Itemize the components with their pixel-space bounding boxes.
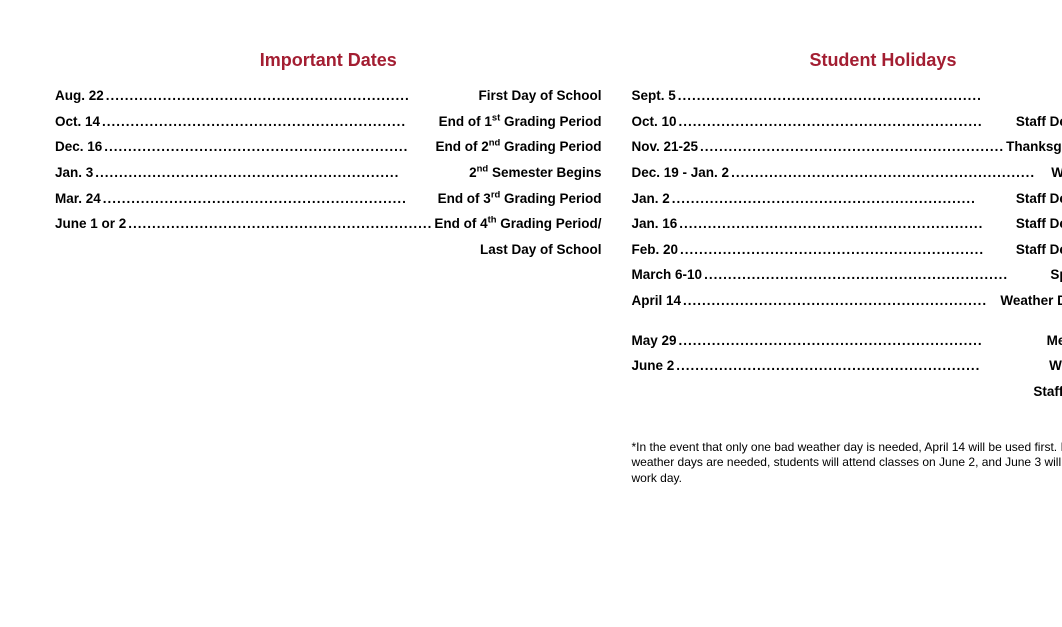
row-dots bbox=[672, 186, 1014, 212]
row-date: May 29 bbox=[632, 328, 677, 354]
row-dots bbox=[102, 109, 437, 135]
row-date: June 2 bbox=[632, 353, 675, 379]
row-date: Nov. 21-25 bbox=[632, 134, 699, 160]
row-date: Mar. 24 bbox=[55, 186, 101, 212]
row-label: Staff Development bbox=[1016, 237, 1062, 263]
date-row: Oct. 14 End of 1st Grading Period bbox=[55, 109, 602, 135]
row-dots bbox=[104, 134, 433, 160]
date-row: April 14 Weather Day/Holiday bbox=[632, 288, 1062, 314]
row-date: Aug. 22 bbox=[55, 83, 104, 109]
important-dates-list: Aug. 22 First Day of School Oct. 14 End of … bbox=[55, 83, 602, 237]
row-label: 2nd Semester Begins bbox=[469, 160, 601, 186]
row-dots bbox=[103, 186, 436, 212]
important-dates-continuation: Last Day of School bbox=[55, 237, 602, 263]
date-row: Aug. 22 First Day of School bbox=[55, 83, 602, 109]
row-label: Weather Day/ bbox=[1049, 353, 1062, 379]
row-date: Jan. 16 bbox=[632, 211, 678, 237]
row-dots bbox=[128, 211, 432, 237]
date-row: Dec. 16 End of 2nd Grading Period bbox=[55, 134, 602, 160]
date-row: May 29 Memorial Day bbox=[632, 328, 1062, 354]
date-row: Sept. 5Labor Day bbox=[632, 83, 1062, 109]
row-label: Staff Development bbox=[1016, 186, 1062, 212]
row-dots bbox=[680, 237, 1014, 263]
row-label: Thanksgiving Break bbox=[1006, 134, 1062, 160]
row-date: Oct. 10 bbox=[632, 109, 677, 135]
important-dates-column: Important Dates Aug. 22 First Day of Scho… bbox=[55, 50, 602, 597]
row-label: End of 4th Grading Period/ bbox=[434, 211, 601, 237]
important-dates-heading: Important Dates bbox=[55, 50, 602, 71]
row-date: Oct. 14 bbox=[55, 109, 100, 135]
row-label: Memorial Day bbox=[1047, 328, 1062, 354]
row-label: End of 2nd Grading Period bbox=[435, 134, 601, 160]
student-holidays-list-2: May 29 Memorial Day June 2 Weather Day/ bbox=[632, 328, 1062, 379]
row-dots bbox=[679, 211, 1014, 237]
date-row: Mar. 24 End of 3rd Grading Period bbox=[55, 186, 602, 212]
student-holidays-continuation: Staff Work Day* bbox=[632, 379, 1062, 405]
row-dots bbox=[106, 83, 477, 109]
row-date: Sept. 5 bbox=[632, 83, 676, 109]
footnote-text: *In the event that only one bad weather … bbox=[632, 440, 1062, 487]
row-date: June 1 or 2 bbox=[55, 211, 126, 237]
row-date: Feb. 20 bbox=[632, 237, 679, 263]
student-holidays-list-1: Sept. 5Labor DayOct. 10 Staff Development… bbox=[632, 83, 1062, 314]
student-holidays-heading: Student Holidays bbox=[632, 50, 1062, 71]
row-dots bbox=[679, 328, 1045, 354]
row-date: Jan. 2 bbox=[632, 186, 670, 212]
row-dots bbox=[679, 109, 1014, 135]
row-dots bbox=[700, 134, 1004, 160]
row-label: End of 3rd Grading Period bbox=[438, 186, 602, 212]
date-row: Jan. 2 Staff Development bbox=[632, 186, 1062, 212]
date-row: March 6-10 Spring Break bbox=[632, 262, 1062, 288]
date-row: June 2 Weather Day/ bbox=[632, 353, 1062, 379]
row-label: Staff Development bbox=[1016, 109, 1062, 135]
date-row: Jan. 3 2nd Semester Begins bbox=[55, 160, 602, 186]
row-dots bbox=[678, 83, 1062, 109]
row-dots bbox=[704, 262, 1048, 288]
row-label: Spring Break bbox=[1050, 262, 1062, 288]
row-date: Dec. 19 - Jan. 2 bbox=[632, 160, 730, 186]
row-dots bbox=[676, 353, 1047, 379]
date-row: Feb. 20 Staff Development bbox=[632, 237, 1062, 263]
row-label: Weather Day/Holiday bbox=[1000, 288, 1062, 314]
row-label: Staff Development bbox=[1016, 211, 1062, 237]
row-label: Winter Break bbox=[1051, 160, 1062, 186]
row-dots bbox=[683, 288, 998, 314]
row-date: Dec. 16 bbox=[55, 134, 102, 160]
date-row: June 1 or 2 End of 4th Grading Period/ bbox=[55, 211, 602, 237]
row-date: Jan. 3 bbox=[55, 160, 93, 186]
row-dots bbox=[731, 160, 1049, 186]
row-label: First Day of School bbox=[478, 83, 601, 109]
student-holidays-column: Student Holidays Sept. 5Labor DayOct. 10… bbox=[632, 50, 1062, 597]
row-date: April 14 bbox=[632, 288, 682, 314]
row-date: March 6-10 bbox=[632, 262, 703, 288]
row-dots bbox=[95, 160, 467, 186]
date-row: Dec. 19 - Jan. 2 Winter Break bbox=[632, 160, 1062, 186]
date-row: Nov. 21-25 Thanksgiving Break bbox=[632, 134, 1062, 160]
date-row: Jan. 16 Staff Development bbox=[632, 211, 1062, 237]
date-row: Oct. 10 Staff Development bbox=[632, 109, 1062, 135]
row-label: End of 1st Grading Period bbox=[439, 109, 602, 135]
